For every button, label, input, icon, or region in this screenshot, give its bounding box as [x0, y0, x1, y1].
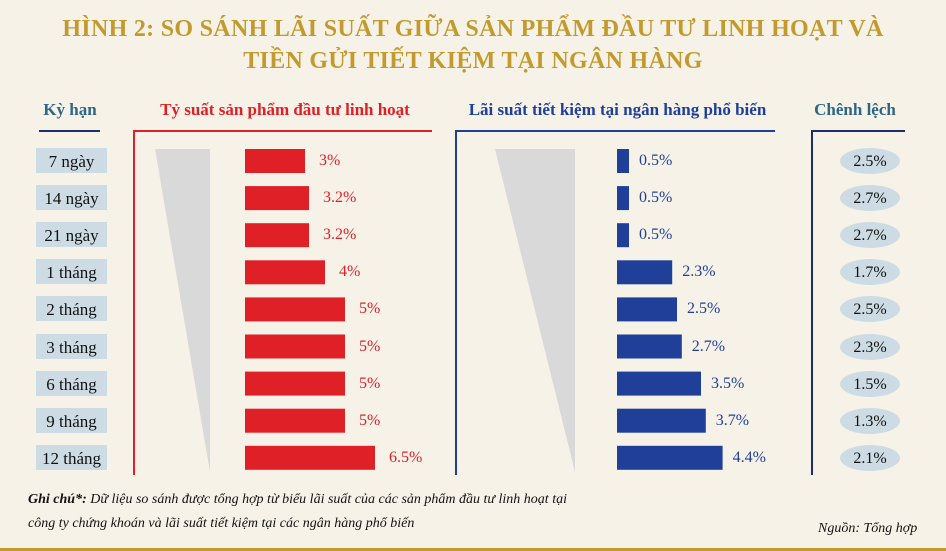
flex-bar [245, 149, 305, 173]
bank-value-label: 0.5% [639, 226, 673, 244]
diff-frame [811, 130, 905, 475]
bank-value-label: 2.7% [691, 337, 726, 355]
flex-bar [245, 408, 345, 433]
flex-bar [245, 297, 345, 322]
difference-badge: 2.1% [840, 444, 900, 471]
difference-badge: 2.5% [840, 148, 900, 174]
term-label: 1 tháng [36, 259, 107, 285]
term-label: 21 ngày [36, 222, 107, 248]
difference-badge: 1.5% [840, 370, 900, 397]
difference-badge: 1.7% [840, 259, 900, 286]
bank-value-label: 2.3% [682, 263, 716, 281]
bank-bar [617, 371, 701, 396]
title-line-1: HÌNH 2: SO SÁNH LÃI SUẤT GIỮA SẢN PHẨM Đ… [62, 16, 884, 42]
flex-bar [245, 186, 309, 211]
note-text-2: công ty chứng khoán và lãi suất tiết kiệ… [28, 516, 415, 531]
bank-value-label: 3.5% [711, 374, 745, 392]
bank-bar [617, 408, 706, 433]
flex-bar [245, 334, 345, 359]
bank-bar [617, 260, 673, 285]
flex-value-label: 5% [359, 337, 381, 355]
difference-badge: 2.7% [840, 222, 900, 249]
note-text-1: Dữ liệu so sánh được tổng hợp từ biểu lã… [86, 492, 567, 507]
term-label: 3 tháng [36, 333, 107, 359]
term-label: 6 tháng [36, 370, 107, 396]
bank-bar [617, 186, 629, 211]
title-line-2: TIỀN GỬI TIẾT KIỆM TẠI NGÂN HÀNG [243, 48, 703, 74]
difference-badge: 2.3% [840, 333, 900, 360]
flex-frame [133, 130, 432, 475]
flex-bar [245, 371, 345, 396]
bank-value-label: 4.4% [732, 448, 766, 466]
bottom-rule [0, 548, 946, 551]
bank-bar [617, 334, 682, 359]
flex-bar [245, 445, 375, 470]
bank-trend-wedge [495, 149, 575, 472]
header-term: Kỳ hạn [43, 100, 97, 119]
term-label: 9 tháng [36, 407, 107, 433]
flex-value-label: 3.2% [323, 226, 357, 244]
term-label: 14 ngày [36, 185, 107, 211]
flex-value-label: 6.5% [389, 448, 423, 466]
difference-badge: 2.7% [840, 185, 900, 212]
header-flex: Tỷ suất sản phẩm đầu tư linh hoạt [160, 100, 410, 119]
bank-bar [617, 223, 629, 248]
flex-value-label: 5% [359, 374, 381, 392]
flex-value-label: 3.2% [323, 189, 357, 207]
bank-value-label: 0.5% [639, 152, 673, 169]
header-bank: Lãi suất tiết kiệm tại ngân hàng phổ biế… [468, 100, 767, 119]
bank-bar [617, 445, 723, 470]
term-label: 7 ngày [36, 148, 107, 173]
bank-value-label: 0.5% [639, 189, 673, 207]
flex-value-label: 5% [359, 300, 381, 318]
difference-badge: 1.3% [840, 407, 900, 434]
flex-value-label: 4% [339, 263, 361, 281]
note-line-1: Ghi chú*: Dữ liệu so sánh được tổng hợp … [28, 492, 567, 508]
flex-value-label: 3% [319, 152, 341, 169]
note-label: Ghi chú*: [28, 492, 87, 507]
flex-bar [245, 260, 325, 285]
header-diff: Chênh lệch [814, 100, 896, 119]
term-label: 2 tháng [36, 296, 107, 322]
flex-bar [245, 223, 309, 248]
flex-trend-wedge [155, 149, 210, 472]
bank-frame [455, 130, 775, 475]
bank-value-label: 3.7% [715, 411, 750, 429]
difference-badge: 2.5% [840, 296, 900, 323]
flex-value-label: 5% [359, 411, 381, 429]
bank-bar [617, 149, 629, 173]
bank-value-label: 2.5% [687, 300, 721, 318]
term-label: 12 tháng [36, 444, 107, 470]
source: Nguồn: Tổng hợp [818, 521, 918, 536]
bank-bar [617, 297, 677, 322]
